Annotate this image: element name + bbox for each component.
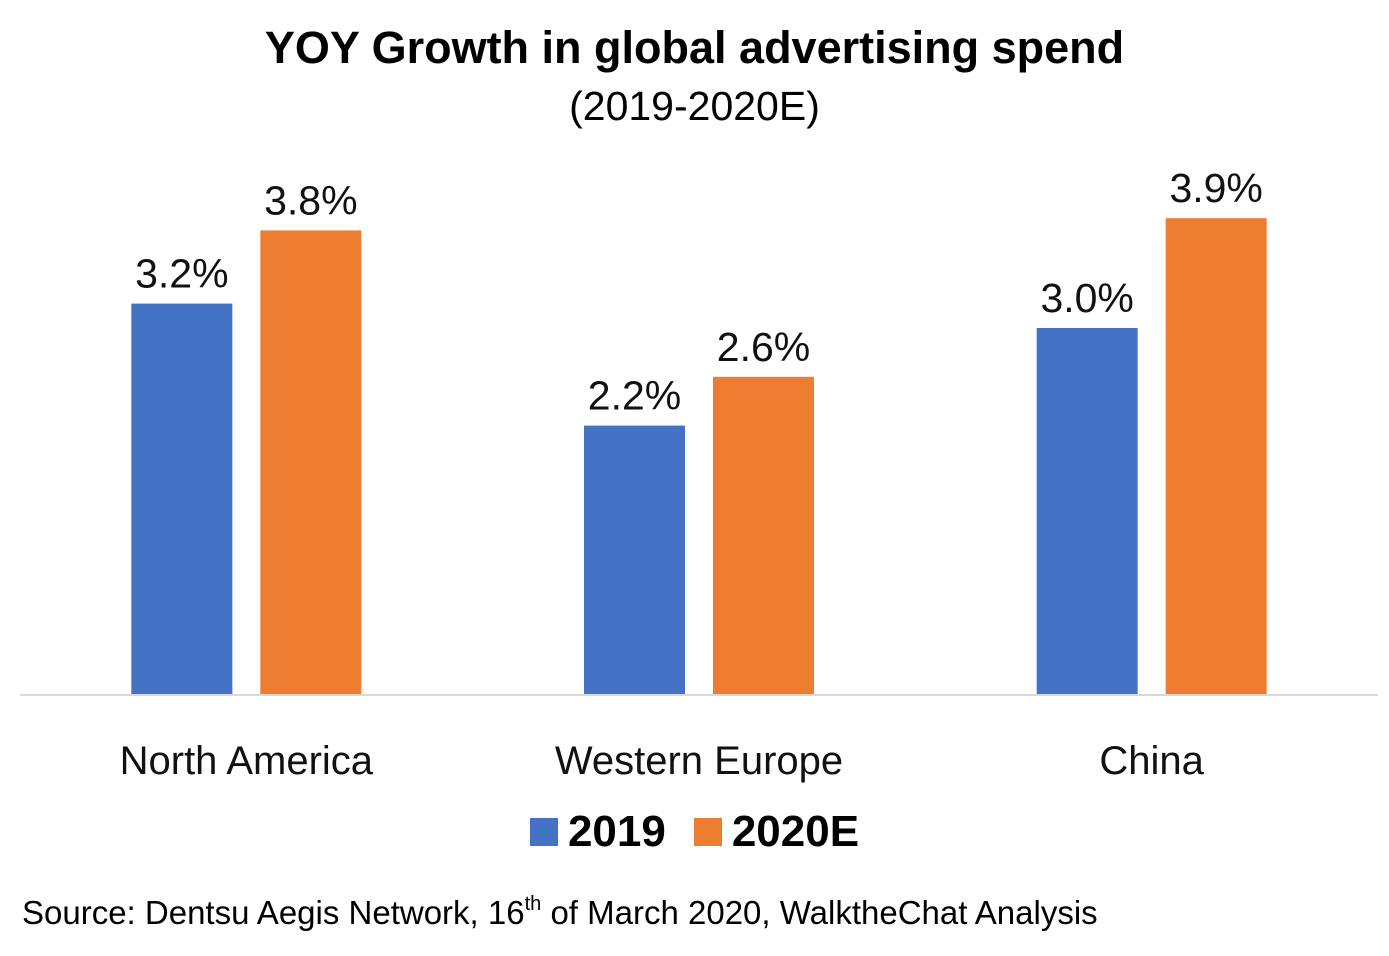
data-label-2019-2: 3.0% <box>1040 275 1133 321</box>
bar-2020e-0 <box>260 230 362 694</box>
legend-label-2019: 2019 <box>567 807 666 856</box>
bar-2020e-1 <box>713 376 814 694</box>
bar-chart: 3.2% 3.8% North America 2.2% 2.6% Western Eur… <box>20 165 1378 783</box>
chart-title: YOY Growth in global advertising spend <box>264 22 1125 73</box>
chart-subtitle: (2019-2020E) <box>569 83 820 129</box>
category-label-1: Western Europe <box>555 739 843 783</box>
bar-2019-1 <box>584 425 685 694</box>
legend: 2019 2020E <box>0 806 1389 858</box>
legend-swatch-2019 <box>529 818 558 846</box>
bar-2019-2 <box>1036 328 1138 694</box>
source-suffix: of March 2020, WalktheChat Analysis <box>541 894 1098 931</box>
data-label-2020e-1: 2.6% <box>717 324 810 370</box>
data-label-2020e-2: 3.9% <box>1169 165 1262 211</box>
source-superscript: th <box>524 893 542 915</box>
legend-label-2020e: 2020E <box>731 807 860 856</box>
legend-item-2019: 2019 <box>529 806 666 858</box>
data-label-2019-1: 2.2% <box>588 373 681 419</box>
legend-swatch-2020e <box>693 818 722 846</box>
category-label-2: China <box>1099 739 1204 783</box>
legend-item-2020e: 2020E <box>693 806 860 858</box>
source-prefix: Source: Dentsu Aegis Network, 16 <box>22 894 525 931</box>
category-label-0: North America <box>120 739 374 783</box>
source-note: Source: Dentsu Aegis Network, 16th of Ma… <box>22 892 1098 934</box>
bar-2020e-2 <box>1165 218 1267 694</box>
bar-2019-0 <box>131 303 233 694</box>
data-label-2020e-0: 3.8% <box>264 177 357 223</box>
data-label-2019-0: 3.2% <box>135 251 228 297</box>
